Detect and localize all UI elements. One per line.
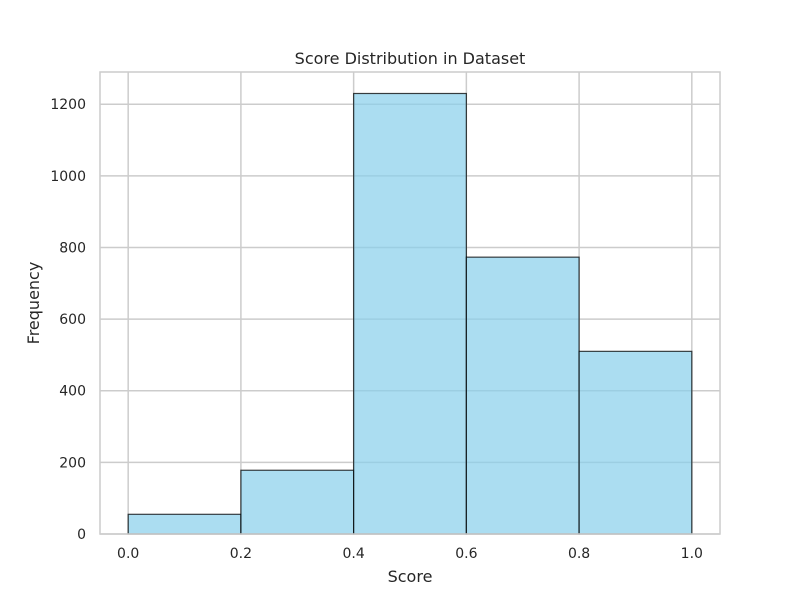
x-axis-ticks: 0.0 0.2 0.4 0.6 0.8 1.0 <box>117 546 703 562</box>
histogram-bar <box>127 513 242 535</box>
y-tick-label: 400 <box>59 384 86 400</box>
y-axis-label: Frequency <box>24 262 43 345</box>
plot-frame <box>99 71 721 535</box>
x-tick-label: 0.0 <box>117 546 139 562</box>
histogram-bar <box>353 92 467 535</box>
y-tick-label: 200 <box>59 455 86 471</box>
x-tick-label: 0.8 <box>568 546 590 562</box>
y-tick-label: 800 <box>59 240 86 256</box>
y-tick-label: 0 <box>77 527 86 543</box>
y-axis-ticks: 0 200 400 600 800 1000 1200 <box>50 97 86 543</box>
chart-title: Score Distribution in Dataset <box>295 49 526 68</box>
y-tick-label: 1000 <box>50 169 86 185</box>
x-tick-label: 0.4 <box>343 546 365 562</box>
histogram-bar <box>240 469 355 535</box>
histogram-bar <box>578 350 693 535</box>
y-tick-label: 1200 <box>50 97 86 113</box>
histogram-bar <box>465 256 580 535</box>
histogram-bars <box>127 92 693 535</box>
x-tick-label: 0.2 <box>230 546 252 562</box>
x-tick-label: 0.6 <box>455 546 477 562</box>
x-axis-label: Score <box>388 567 433 586</box>
x-tick-label: 1.0 <box>681 546 703 562</box>
y-tick-label: 600 <box>59 312 86 328</box>
